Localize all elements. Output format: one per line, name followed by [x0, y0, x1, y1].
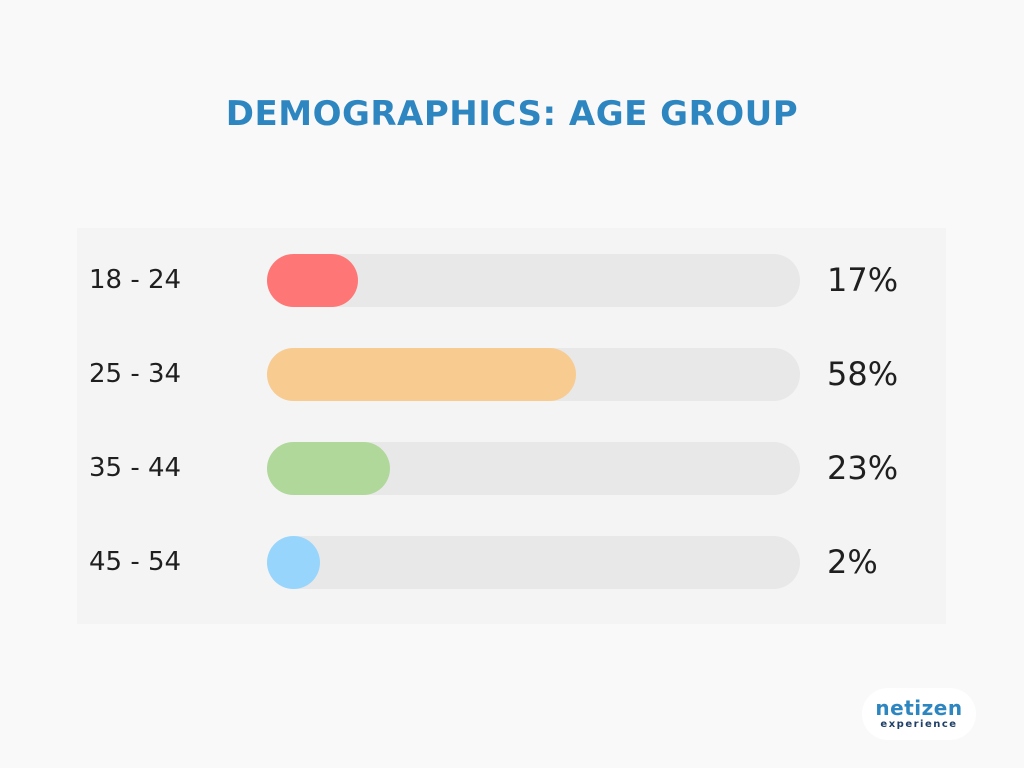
bar-fill — [267, 536, 320, 589]
netizen-experience-logo: netizen experience — [862, 688, 976, 740]
category-label: 18 - 24 — [89, 265, 182, 295]
category-label: 35 - 44 — [89, 453, 182, 483]
bar-track — [267, 442, 800, 495]
bar-row: 35 - 44 23% — [77, 442, 946, 495]
bar-track — [267, 536, 800, 589]
bar-row: 18 - 24 17% — [77, 254, 946, 307]
bar-track — [267, 348, 800, 401]
value-label: 23% — [827, 449, 899, 487]
chart-title: DEMOGRAPHICS: AGE GROUP — [225, 94, 799, 134]
logo-tagline: experience — [880, 719, 958, 730]
bar-row: 25 - 34 58% — [77, 348, 946, 401]
value-label: 2% — [827, 543, 878, 581]
bar-fill — [267, 442, 390, 495]
bar-fill — [267, 254, 358, 307]
value-label: 58% — [827, 355, 899, 393]
bar-fill — [267, 348, 577, 401]
chart-panel: 18 - 24 17% 25 - 34 58% 35 - 44 23% 45 - 54 2% — [77, 228, 946, 624]
bar-track — [267, 254, 800, 307]
category-label: 45 - 54 — [89, 547, 182, 577]
value-label: 17% — [827, 261, 899, 299]
logo-wordmark: netizen — [875, 696, 963, 720]
category-label: 25 - 34 — [89, 359, 182, 389]
bar-row: 45 - 54 2% — [77, 536, 946, 589]
